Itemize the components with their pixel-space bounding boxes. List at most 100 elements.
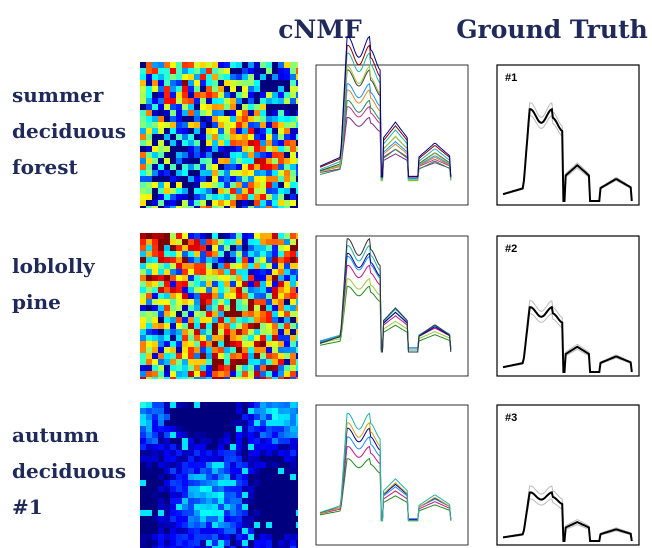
map-cell [248, 122, 254, 128]
map-cell [152, 170, 158, 176]
map-cell [284, 492, 290, 498]
map-cell [170, 146, 176, 152]
map-cell [182, 492, 188, 498]
map-cell [272, 504, 278, 510]
map-cell [236, 402, 242, 408]
map-cell [206, 62, 212, 68]
map-cell [152, 74, 158, 80]
map-cell [248, 80, 254, 86]
map-cell [176, 299, 182, 305]
map-cell [260, 359, 266, 365]
map-cell [152, 492, 158, 498]
map-cell [272, 122, 278, 128]
map-cell [176, 353, 182, 359]
map-cell [188, 516, 194, 522]
map-cell [266, 474, 272, 480]
map-cell [284, 480, 290, 486]
map-cell [230, 438, 236, 444]
map-cell [224, 170, 230, 176]
map-cell [296, 311, 298, 317]
map-cell [242, 347, 248, 353]
map-cell [296, 371, 298, 377]
map-cell [230, 245, 236, 251]
map-cell [170, 462, 176, 468]
map-cell [146, 414, 152, 420]
map-cell [200, 116, 206, 122]
map-cell [260, 540, 266, 546]
map-cell [266, 233, 272, 239]
map-cell [164, 80, 170, 86]
map-cell [236, 134, 242, 140]
map-cell [272, 311, 278, 317]
map-cell [206, 516, 212, 522]
map-cell [272, 104, 278, 110]
map-cell [266, 414, 272, 420]
map-cell [296, 534, 298, 540]
map-cell [278, 365, 284, 371]
map-cell [164, 275, 170, 281]
map-cell [206, 128, 212, 134]
map-cell [140, 140, 146, 146]
map-cell [254, 486, 260, 492]
map-cell [194, 305, 200, 311]
map-cell [176, 323, 182, 329]
map-cell [296, 281, 298, 287]
map-cell [242, 444, 248, 450]
map-cell [296, 98, 298, 104]
map-cell [224, 287, 230, 293]
map-cell [152, 522, 158, 528]
map-cell [278, 522, 284, 528]
map-cell [296, 170, 298, 176]
map-cell [182, 353, 188, 359]
map-cell [182, 377, 188, 379]
map-cell [200, 80, 206, 86]
map-cell [212, 281, 218, 287]
map-cell [200, 486, 206, 492]
map-cell [206, 540, 212, 546]
map-cell [188, 353, 194, 359]
map-cell [230, 299, 236, 305]
map-cell [200, 176, 206, 182]
map-cell [170, 522, 176, 528]
map-cell [170, 365, 176, 371]
map-cell [152, 233, 158, 239]
map-cell [158, 323, 164, 329]
map-cell [146, 522, 152, 528]
map-cell [182, 414, 188, 420]
map-cell [218, 450, 224, 456]
map-cell [230, 263, 236, 269]
map-cell [242, 104, 248, 110]
map-cell [236, 414, 242, 420]
map-cell [164, 335, 170, 341]
map-cell [206, 323, 212, 329]
map-cell [212, 140, 218, 146]
map-cell [146, 146, 152, 152]
map-cell [236, 540, 242, 546]
map-cell [260, 528, 266, 534]
map-cell [200, 251, 206, 257]
map-cell [230, 134, 236, 140]
map-cell [200, 365, 206, 371]
map-cell [254, 462, 260, 468]
map-cell [170, 414, 176, 420]
map-cell [260, 140, 266, 146]
map-cell [164, 251, 170, 257]
map-cell [260, 341, 266, 347]
map-cell [254, 323, 260, 329]
map-cell [212, 492, 218, 498]
map-cell [206, 158, 212, 164]
map-cell [146, 140, 152, 146]
map-cell [206, 534, 212, 540]
map-cell [242, 516, 248, 522]
map-cell [272, 176, 278, 182]
map-cell [182, 474, 188, 480]
map-cell [152, 275, 158, 281]
map-cell [182, 158, 188, 164]
map-cell [242, 432, 248, 438]
map-cell [230, 176, 236, 182]
map-cell [212, 86, 218, 92]
map-cell [278, 140, 284, 146]
map-cell [278, 335, 284, 341]
map-cell [224, 293, 230, 299]
map-cell [290, 347, 296, 353]
